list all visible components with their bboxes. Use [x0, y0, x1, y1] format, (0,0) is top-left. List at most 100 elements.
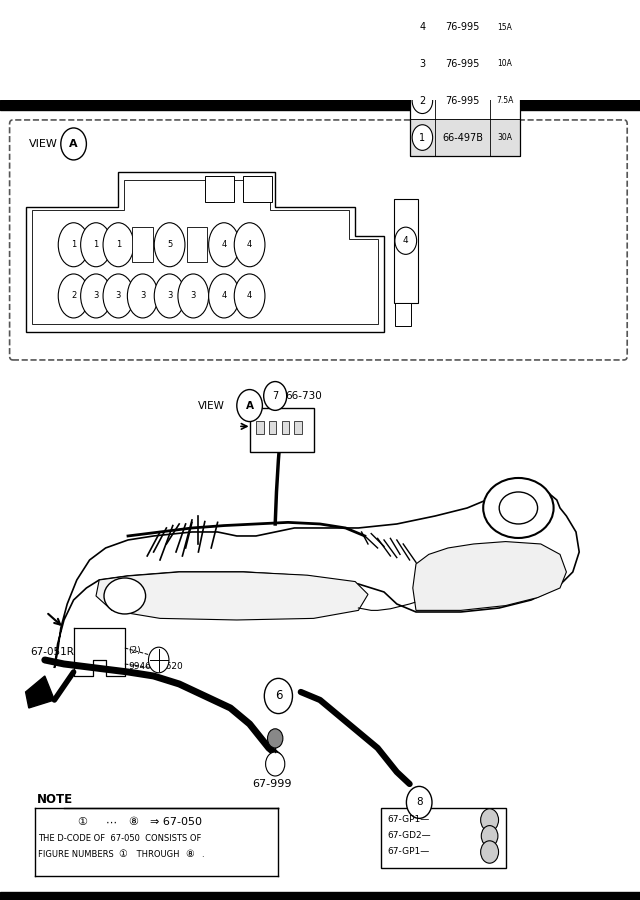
Ellipse shape: [154, 274, 185, 318]
Text: 4: 4: [221, 292, 227, 301]
Text: A: A: [246, 400, 253, 410]
Bar: [381, 808, 506, 868]
Text: (2): (2): [128, 646, 141, 655]
Ellipse shape: [178, 274, 209, 318]
Text: 7.5A: 7.5A: [496, 96, 514, 105]
Text: 3: 3: [140, 292, 145, 301]
Ellipse shape: [209, 223, 239, 266]
Ellipse shape: [81, 223, 111, 266]
Text: ①: ①: [77, 817, 87, 827]
Text: VIEW: VIEW: [29, 139, 58, 148]
Bar: [410, 119, 520, 156]
Circle shape: [268, 729, 283, 748]
Bar: [410, 0, 520, 9]
Circle shape: [148, 647, 169, 673]
Ellipse shape: [81, 274, 111, 318]
Circle shape: [264, 679, 292, 714]
Circle shape: [412, 125, 433, 150]
Text: 2: 2: [71, 292, 76, 301]
Circle shape: [481, 809, 499, 832]
Text: 5: 5: [167, 240, 172, 249]
Ellipse shape: [58, 223, 89, 266]
Bar: [410, 82, 520, 119]
Bar: [0, 892, 640, 900]
Text: 4: 4: [403, 237, 408, 246]
Bar: [395, 303, 411, 326]
Text: 7: 7: [272, 391, 278, 401]
Text: 2: 2: [419, 95, 426, 105]
Text: ①: ①: [118, 850, 127, 859]
Ellipse shape: [209, 274, 239, 318]
Text: 76-995: 76-995: [445, 22, 479, 32]
Text: FIGURE NUMBERS: FIGURE NUMBERS: [38, 850, 116, 859]
Text: 1: 1: [71, 240, 76, 249]
Text: 8: 8: [416, 797, 422, 807]
Text: 1: 1: [116, 240, 121, 249]
Text: .: .: [202, 850, 204, 859]
Circle shape: [266, 752, 285, 776]
Ellipse shape: [154, 223, 185, 266]
Text: ⑧: ⑧: [128, 817, 138, 827]
Circle shape: [395, 227, 417, 255]
Bar: [269, 421, 276, 435]
Text: 99463-0620: 99463-0620: [128, 662, 183, 670]
Ellipse shape: [499, 492, 538, 524]
Text: 67-051R: 67-051R: [31, 647, 75, 657]
Text: 4: 4: [247, 240, 252, 249]
Text: ⇒ 67-050: ⇒ 67-050: [150, 817, 202, 827]
Circle shape: [406, 787, 432, 818]
Ellipse shape: [58, 274, 89, 318]
Text: ⋯: ⋯: [106, 817, 116, 827]
Text: ⑧: ⑧: [186, 850, 195, 859]
Text: 10A: 10A: [497, 59, 513, 68]
Bar: [282, 421, 289, 435]
Text: 1: 1: [419, 132, 426, 142]
Bar: [410, 0, 520, 156]
Bar: [250, 408, 314, 452]
Text: 4: 4: [247, 292, 252, 301]
Polygon shape: [26, 172, 384, 332]
Ellipse shape: [104, 578, 146, 614]
Text: 3: 3: [93, 292, 99, 301]
Text: 67-999: 67-999: [252, 779, 292, 789]
Circle shape: [264, 382, 287, 410]
Text: 15A: 15A: [497, 22, 513, 32]
Text: NOTE: NOTE: [37, 793, 73, 806]
Ellipse shape: [234, 274, 265, 318]
Polygon shape: [96, 572, 368, 620]
Text: 67-GD2—: 67-GD2—: [387, 832, 431, 841]
Ellipse shape: [103, 274, 134, 318]
Circle shape: [412, 88, 433, 113]
Text: 3: 3: [191, 292, 196, 301]
Circle shape: [481, 825, 498, 846]
Bar: [187, 227, 207, 263]
Circle shape: [61, 128, 86, 160]
FancyBboxPatch shape: [10, 120, 627, 360]
Bar: [256, 421, 264, 435]
Text: THE D-CODE OF  67-050  CONSISTS OF: THE D-CODE OF 67-050 CONSISTS OF: [38, 834, 202, 843]
Bar: [205, 176, 234, 202]
Text: 67-GP1—: 67-GP1—: [387, 815, 429, 824]
Bar: [0, 100, 640, 110]
Polygon shape: [54, 488, 579, 668]
Bar: [410, 46, 520, 82]
Text: VIEW: VIEW: [198, 400, 225, 410]
Ellipse shape: [483, 478, 554, 538]
Text: 30A: 30A: [497, 133, 513, 142]
Ellipse shape: [127, 274, 158, 318]
Polygon shape: [413, 542, 566, 610]
Text: 66-730: 66-730: [285, 391, 321, 401]
Text: 76-995: 76-995: [445, 95, 479, 105]
Bar: [410, 9, 520, 46]
Circle shape: [412, 14, 433, 40]
Bar: [243, 176, 272, 202]
Text: 66-497B: 66-497B: [442, 132, 483, 142]
Circle shape: [237, 390, 262, 421]
Polygon shape: [26, 676, 54, 708]
Text: 3: 3: [116, 292, 121, 301]
Bar: [132, 227, 153, 263]
Bar: [394, 199, 418, 303]
Text: 3: 3: [167, 292, 172, 301]
Text: A: A: [69, 139, 78, 148]
Circle shape: [412, 51, 433, 76]
